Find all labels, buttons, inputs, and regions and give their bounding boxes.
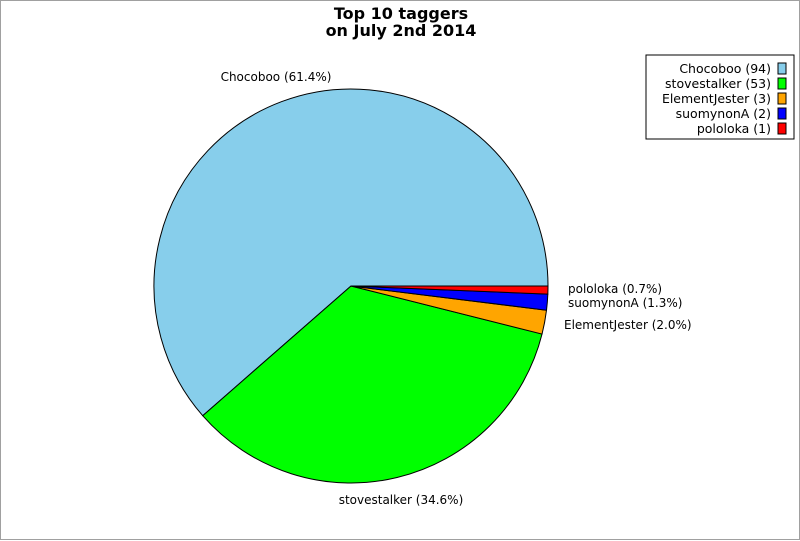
slice-label-suomynona: suomynonA (1.3%) [568, 296, 682, 310]
slice-label-stovestalker: stovestalker (34.6%) [339, 493, 464, 507]
chart-title: Top 10 taggers on July 2nd 2014 [326, 4, 477, 40]
legend: Chocoboo (94)stovestalker (53)ElementJes… [645, 54, 795, 140]
chart-title-line-2: on July 2nd 2014 [326, 21, 477, 40]
slice-label-pololoka: pololoka (0.7%) [568, 282, 662, 296]
slice-label-chocoboo: Chocoboo (61.4%) [221, 70, 332, 84]
chart-title-line-1: Top 10 taggers [334, 4, 468, 23]
pie-slice-stovestalker [202, 285, 543, 484]
pie-slice-pololoka [350, 285, 549, 295]
legend-label-chocoboo: Chocoboo (94) [679, 61, 771, 76]
legend-swatch-chocoboo [777, 62, 787, 75]
slice-label-elementjester: ElementJester (2.0%) [564, 318, 692, 332]
legend-swatch-pololoka [777, 122, 787, 135]
pie-slices [153, 88, 549, 484]
legend-label-pololoka: pololoka (1) [697, 121, 771, 136]
legend-swatch-stovestalker [777, 77, 787, 90]
legend-swatch-suomynona [777, 107, 787, 120]
legend-label-stovestalker: stovestalker (53) [665, 76, 771, 91]
legend-box [645, 54, 795, 140]
pie-slice-labels: Chocoboo (61.4%) stovestalker (34.6%) Elem… [221, 70, 692, 507]
pie-slice-chocoboo [153, 88, 549, 417]
legend-swatch-elementjester [777, 92, 787, 105]
legend-label-elementjester: ElementJester (3) [662, 91, 771, 106]
legend-label-suomynona: suomynonA (2) [676, 106, 771, 121]
